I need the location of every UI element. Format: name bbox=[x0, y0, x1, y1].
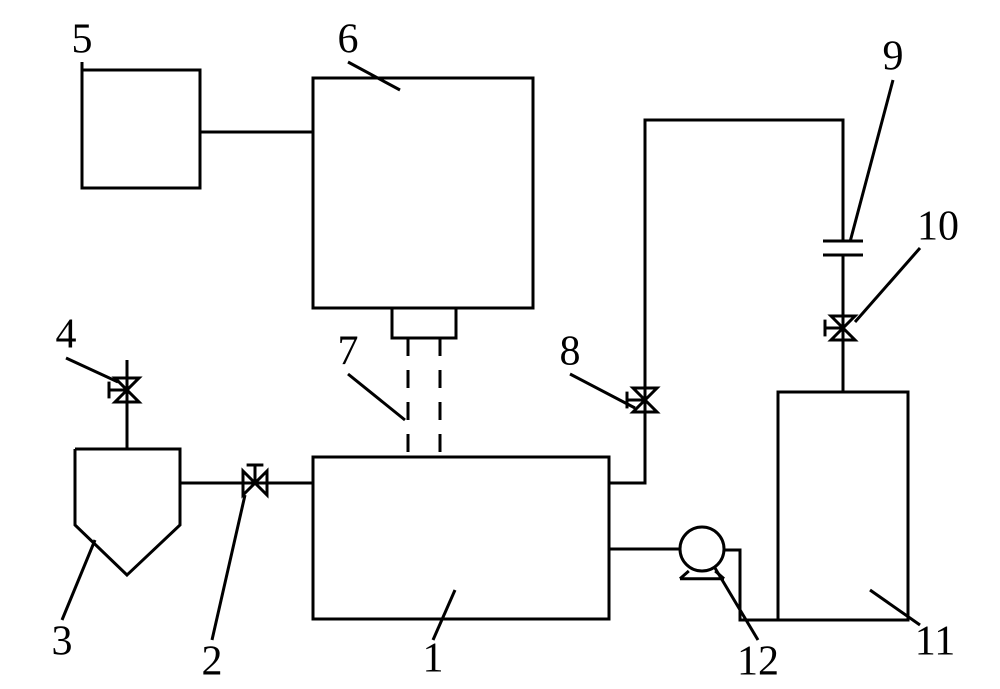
block-6-outlet bbox=[392, 308, 456, 338]
block-5 bbox=[82, 70, 200, 188]
label-2: 2 bbox=[202, 639, 223, 685]
label-7: 7 bbox=[338, 329, 359, 375]
label-11: 11 bbox=[915, 619, 955, 665]
label-9: 9 bbox=[883, 34, 904, 80]
label-4: 4 bbox=[56, 312, 77, 358]
label-12: 12 bbox=[737, 639, 779, 685]
label-8: 8 bbox=[560, 329, 581, 375]
label-1: 1 bbox=[423, 636, 444, 682]
label-10: 10 bbox=[917, 204, 959, 250]
block-6 bbox=[313, 78, 533, 308]
label-3: 3 bbox=[52, 619, 73, 665]
label-5: 5 bbox=[72, 17, 93, 63]
pump-12 bbox=[680, 527, 724, 571]
label-6: 6 bbox=[338, 17, 359, 63]
block-11 bbox=[778, 392, 908, 620]
block-1 bbox=[313, 457, 609, 619]
